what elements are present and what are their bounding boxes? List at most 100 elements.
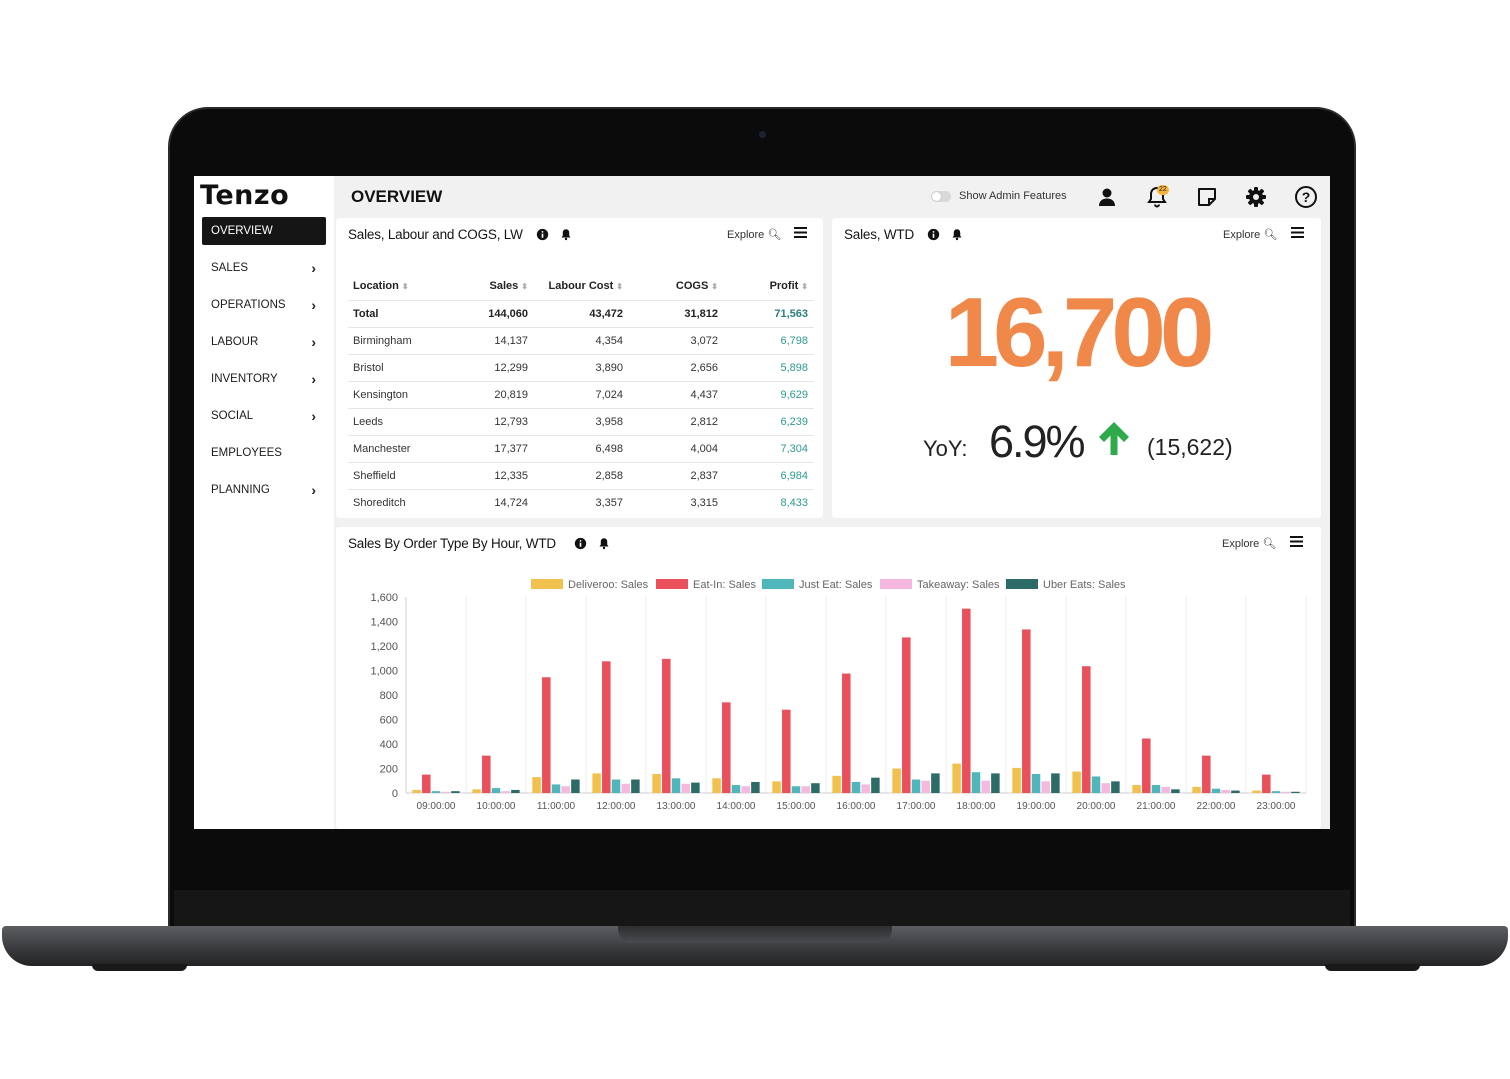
x-tick-label: 19:00:00 — [1017, 801, 1056, 812]
alert-bell-icon[interactable] — [598, 537, 610, 550]
explore-button[interactable]: Explore 🔍︎ — [1223, 228, 1277, 241]
admin-features-label: Show Admin Features — [959, 190, 1067, 202]
card-title: Sales, Labour and COGS, LW — [348, 227, 523, 242]
table-cell: 5,898 — [718, 353, 814, 381]
laptop-chin — [174, 890, 1350, 930]
bar-just-eat-sales — [1151, 785, 1161, 793]
bar-just-eat-sales — [1211, 788, 1221, 793]
column-header-sales[interactable]: Sales ⬍ — [468, 273, 528, 300]
app-screen: Tenzo OVERVIEW SALES › OPERATIONS › LABOUR › IN… — [194, 176, 1330, 829]
bar-uber-eats-sales — [931, 773, 940, 793]
chevron-right-icon: › — [311, 297, 316, 313]
user-icon[interactable] — [1095, 185, 1119, 209]
column-header-label: Labour Cost — [548, 280, 614, 293]
info-icon[interactable] — [536, 228, 549, 241]
table-cell: 12,793 — [468, 407, 528, 435]
laptop-foot-right — [1325, 964, 1420, 971]
bar-just-eat-sales — [431, 791, 441, 793]
info-icon[interactable] — [927, 228, 940, 241]
bar-takeaway-sales — [441, 791, 450, 793]
table-cell: 6,239 — [718, 407, 814, 435]
sidebar-item-operations[interactable]: OPERATIONS › — [202, 291, 326, 319]
sidebar-item-label: LABOUR — [211, 336, 259, 348]
page-title: OVERVIEW — [351, 187, 443, 206]
sidebar-item-planning[interactable]: PLANNING › — [202, 476, 326, 504]
hourly-bar-chart: 0 200 400 600 800 1,000 1,200 1,400 1,600 09:00:0… — [370, 579, 1307, 812]
table-cell: 9,629 — [718, 380, 814, 408]
bar-just-eat-sales — [971, 772, 981, 793]
column-header-label: Profit — [769, 280, 799, 293]
explore-label: Explore — [1223, 229, 1261, 241]
table-cell: 31,812 — [623, 299, 718, 327]
alert-bell-icon[interactable] — [951, 228, 963, 241]
column-header-location[interactable]: Location ⬍ — [348, 273, 468, 300]
explore-button[interactable]: Explore 🔍︎ — [1222, 537, 1276, 550]
sidebar-item-inventory[interactable]: INVENTORY › — [202, 365, 326, 393]
table-cell: 2,858 — [528, 461, 623, 489]
explore-label: Explore — [1222, 538, 1260, 550]
bar-just-eat-sales — [791, 786, 801, 793]
chevron-right-icon: › — [311, 408, 316, 424]
table-cell: 17,377 — [468, 434, 528, 462]
alert-bell-icon[interactable] — [560, 228, 572, 241]
note-icon[interactable] — [1195, 185, 1219, 209]
explore-button[interactable]: Explore 🔍︎ — [727, 228, 781, 241]
chevron-right-icon: › — [311, 260, 316, 276]
card-title: Sales, WTD — [844, 227, 915, 242]
card-title: Sales By Order Type By Hour, WTD — [348, 536, 556, 551]
table-row: Birmingham 14,137 4,354 3,072 6,798 — [348, 326, 814, 354]
help-icon[interactable]: ? — [1294, 185, 1318, 209]
table-cell: 3,357 — [528, 488, 623, 516]
legend-label: Just Eat: Sales — [799, 579, 873, 591]
sidebar-item-overview[interactable]: OVERVIEW — [202, 217, 326, 245]
sidebar-item-label: SALES — [211, 262, 249, 274]
info-icon[interactable] — [574, 537, 587, 550]
x-tick-label: 16:00:00 — [837, 801, 876, 812]
search-icon: 🔍︎ — [1262, 538, 1277, 550]
sidebar-item-social[interactable]: SOCIAL › — [202, 402, 326, 430]
x-tick-label: 20:00:00 — [1077, 801, 1116, 812]
laptop-foot-left — [92, 964, 187, 971]
bar-just-eat-sales — [851, 781, 861, 793]
bar-eat-in-sales — [422, 774, 431, 793]
yoy-percent: 6.9% — [989, 416, 1086, 467]
column-header-label: Sales — [489, 280, 519, 293]
legend-label: Takeaway: Sales — [917, 579, 1000, 591]
table-cell: 3,072 — [623, 326, 718, 354]
bar-eat-in-sales — [1142, 738, 1151, 793]
bar-takeaway-sales — [681, 783, 690, 793]
sidebar-item-labour[interactable]: LABOUR › — [202, 328, 326, 356]
sidebar-item-employees[interactable]: EMPLOYEES — [202, 439, 326, 467]
sales-table: Location ⬍ Sales ⬍ Labour Cost ⬍ COGS ⬍ Profit ⬍ … — [348, 273, 814, 516]
sidebar-item-sales[interactable]: SALES › — [202, 254, 326, 282]
column-header-labour-cost[interactable]: Labour Cost ⬍ — [528, 273, 623, 300]
table-cell: 4,354 — [528, 326, 623, 354]
table-cell: 2,837 — [623, 461, 718, 489]
column-header-label: COGS — [675, 280, 709, 293]
bar-deliveroo-sales — [1252, 790, 1261, 793]
svg-text:?: ? — [1302, 189, 1311, 205]
bar-uber-eats-sales — [1291, 791, 1300, 793]
sales-labour-cogs-card: Sales, Labour and COGS, LW Explore 🔍︎ Lo… — [336, 218, 823, 518]
column-header-cogs[interactable]: COGS ⬍ — [623, 273, 718, 300]
bar-takeaway-sales — [741, 786, 750, 793]
logo[interactable]: Tenzo — [200, 180, 290, 211]
menu-icon[interactable] — [1291, 227, 1304, 238]
bar-takeaway-sales — [981, 780, 990, 793]
x-tick-label: 15:00:00 — [777, 801, 816, 812]
table-cell: Shoreditch — [348, 488, 468, 516]
table-row: Kensington 20,819 7,024 4,437 9,629 — [348, 380, 814, 408]
x-tick-label: 13:00:00 — [657, 801, 696, 812]
y-tick-label: 1,400 — [370, 617, 398, 629]
menu-icon[interactable] — [1290, 536, 1303, 547]
table-cell: 12,299 — [468, 353, 528, 381]
bar-just-eat-sales — [911, 779, 921, 793]
column-header-profit[interactable]: Profit ⬍ — [718, 273, 814, 300]
menu-icon[interactable] — [794, 227, 807, 238]
admin-features-toggle[interactable] — [931, 191, 951, 202]
bar-uber-eats-sales — [691, 782, 700, 793]
gear-icon[interactable] — [1244, 185, 1268, 209]
table-cell: 20,819 — [468, 380, 528, 408]
x-tick-label: 14:00:00 — [717, 801, 756, 812]
table-cell: 14,137 — [468, 326, 528, 354]
